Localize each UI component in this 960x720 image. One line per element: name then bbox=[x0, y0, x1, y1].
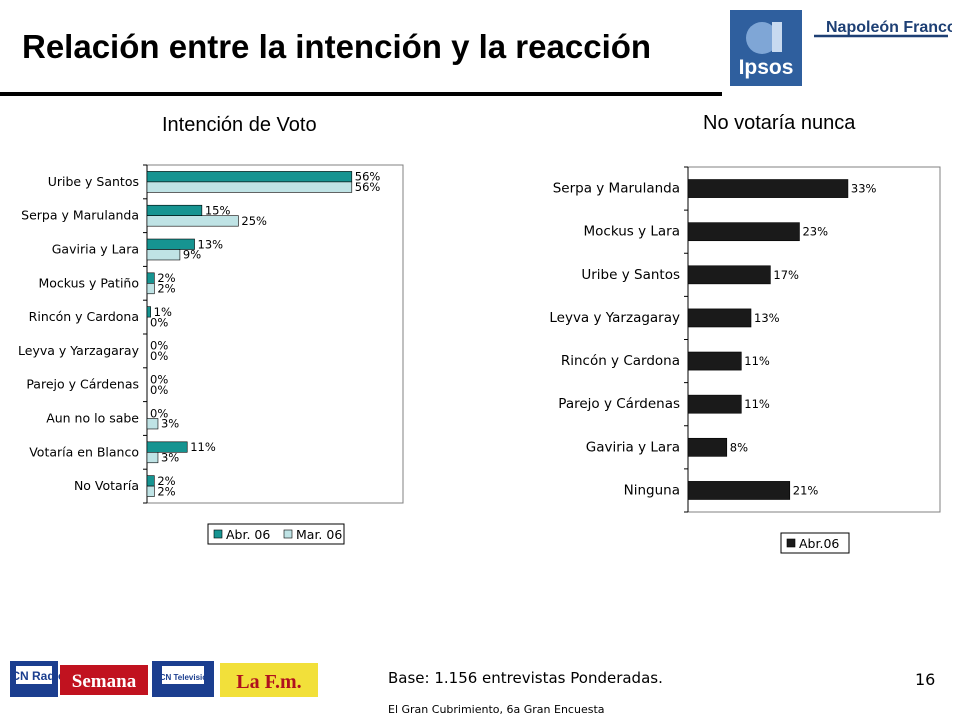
data-label: 3% bbox=[161, 417, 179, 431]
chart-intencion-de-voto: Uribe y Santos 56%56% Serpa y Marulanda 15%… bbox=[18, 164, 404, 545]
legend-label: Mar. 06 bbox=[296, 527, 342, 542]
category-label: Parejo y Cárdenas bbox=[26, 377, 139, 392]
bar bbox=[146, 306, 151, 318]
category-label: Aun no lo sabe bbox=[46, 411, 139, 426]
category-label: Leyva y Yarzagaray bbox=[18, 343, 140, 358]
data-label: 9% bbox=[183, 248, 201, 262]
category-label: Rincón y Cardona bbox=[29, 309, 139, 324]
bar bbox=[146, 418, 159, 430]
legend-label: Abr.06 bbox=[799, 536, 839, 551]
bar bbox=[687, 308, 752, 328]
data-label: 17% bbox=[773, 268, 799, 282]
page-number: 16 bbox=[915, 670, 936, 689]
source-note: El Gran Cubrimiento, 6a Gran Encuesta bbox=[388, 703, 605, 716]
bar bbox=[687, 437, 728, 457]
data-label: 11% bbox=[744, 397, 770, 411]
title-divider bbox=[0, 92, 722, 96]
legend bbox=[207, 523, 345, 545]
base-note: Base: 1.156 entrevistas Ponderadas. bbox=[388, 669, 663, 687]
category-label: Mockus y Patiño bbox=[38, 275, 139, 290]
data-label: 56% bbox=[355, 170, 381, 184]
legend bbox=[780, 532, 850, 554]
bar bbox=[687, 222, 800, 242]
category-label: Serpa y Marulanda bbox=[553, 181, 680, 197]
chart-no-votaria-nunca: Serpa y Marulanda 33% Mockus y Lara 23% Urib… bbox=[549, 166, 941, 554]
data-label: 13% bbox=[754, 311, 780, 325]
data-label: 2% bbox=[157, 271, 175, 285]
data-label: 13% bbox=[198, 237, 224, 251]
data-label: 2% bbox=[157, 474, 175, 488]
category-label: Serpa y Marulanda bbox=[21, 208, 139, 223]
category-label: Uribe y Santos bbox=[48, 174, 139, 189]
svg-text:Ipsos: Ipsos bbox=[739, 56, 794, 79]
category-label: Parejo y Cárdenas bbox=[558, 396, 680, 412]
svg-text:RCN Televisión: RCN Televisión bbox=[154, 673, 212, 682]
bar bbox=[146, 204, 203, 216]
svg-text:Napoleón Franco: Napoleón Franco bbox=[826, 19, 952, 36]
data-label: 21% bbox=[793, 483, 819, 497]
category-label: No Votaría bbox=[74, 478, 139, 493]
category-label: Ninguna bbox=[624, 482, 680, 498]
plot-area bbox=[687, 166, 941, 513]
bar bbox=[146, 475, 155, 487]
data-label: 33% bbox=[851, 182, 877, 196]
bar bbox=[687, 179, 849, 198]
semana-logo: Semana bbox=[60, 665, 148, 695]
bar bbox=[687, 394, 742, 414]
chart-no-votaria-title: No votaría nunca bbox=[703, 112, 856, 134]
data-label: 3% bbox=[161, 451, 179, 465]
data-label: 2% bbox=[157, 484, 175, 498]
data-label: 0% bbox=[150, 339, 168, 353]
data-label: 15% bbox=[205, 203, 231, 217]
bar bbox=[146, 451, 159, 464]
svg-text:RCN Radio: RCN Radio bbox=[10, 669, 65, 683]
chart-intencion-title: Intención de Voto bbox=[162, 114, 317, 136]
data-label: 11% bbox=[744, 354, 770, 368]
bar bbox=[687, 481, 791, 500]
svg-text:Semana: Semana bbox=[72, 671, 137, 692]
legend-swatch bbox=[283, 529, 293, 539]
data-label: 0% bbox=[150, 406, 168, 420]
data-label: 8% bbox=[730, 440, 748, 454]
category-label: Mockus y Lara bbox=[583, 224, 680, 240]
category-label: Rincón y Cardona bbox=[561, 353, 680, 369]
ipsos-napoleon-franco-logo: Ipsos Napoleón Franco bbox=[730, 10, 952, 86]
data-label: 0% bbox=[150, 349, 168, 363]
rcn-radio-logo: RCN Radio bbox=[10, 661, 65, 697]
data-label: 0% bbox=[150, 383, 168, 397]
category-label: Uribe y Santos bbox=[581, 267, 680, 283]
bar bbox=[146, 272, 155, 284]
data-label: 11% bbox=[190, 440, 216, 454]
legend-swatch bbox=[213, 529, 223, 539]
data-label: 23% bbox=[802, 225, 828, 239]
bar bbox=[687, 351, 742, 371]
category-label: Leyva y Yarzagaray bbox=[549, 310, 680, 326]
legend-swatch bbox=[786, 538, 796, 548]
data-label: 56% bbox=[355, 180, 381, 194]
slide-title: Relación entre la intención y la reacció… bbox=[22, 28, 652, 65]
bar bbox=[146, 215, 239, 227]
category-label: Gaviria y Lara bbox=[586, 439, 680, 455]
bar bbox=[146, 181, 353, 193]
data-label: 25% bbox=[241, 214, 267, 228]
bar bbox=[146, 485, 155, 497]
bar bbox=[146, 249, 181, 261]
category-label: Gaviria y Lara bbox=[52, 242, 139, 257]
data-label: 2% bbox=[157, 282, 175, 296]
category-label: Votaría en Blanco bbox=[29, 444, 139, 459]
bar bbox=[687, 265, 771, 285]
bar bbox=[146, 283, 155, 295]
legend-label: Abr. 06 bbox=[226, 527, 270, 542]
data-label: 0% bbox=[150, 315, 168, 329]
svg-text:La F.m.: La F.m. bbox=[236, 671, 301, 693]
data-label: 1% bbox=[154, 305, 172, 319]
data-label: 0% bbox=[150, 372, 168, 386]
la-fm-logo: La F.m. bbox=[220, 663, 318, 697]
bar bbox=[146, 441, 188, 453]
rcn-television-logo: RCN Televisión bbox=[152, 661, 214, 697]
bar bbox=[146, 171, 353, 183]
media-logos: RCN Radio Semana RCN Televisión La F.m. bbox=[10, 661, 318, 697]
